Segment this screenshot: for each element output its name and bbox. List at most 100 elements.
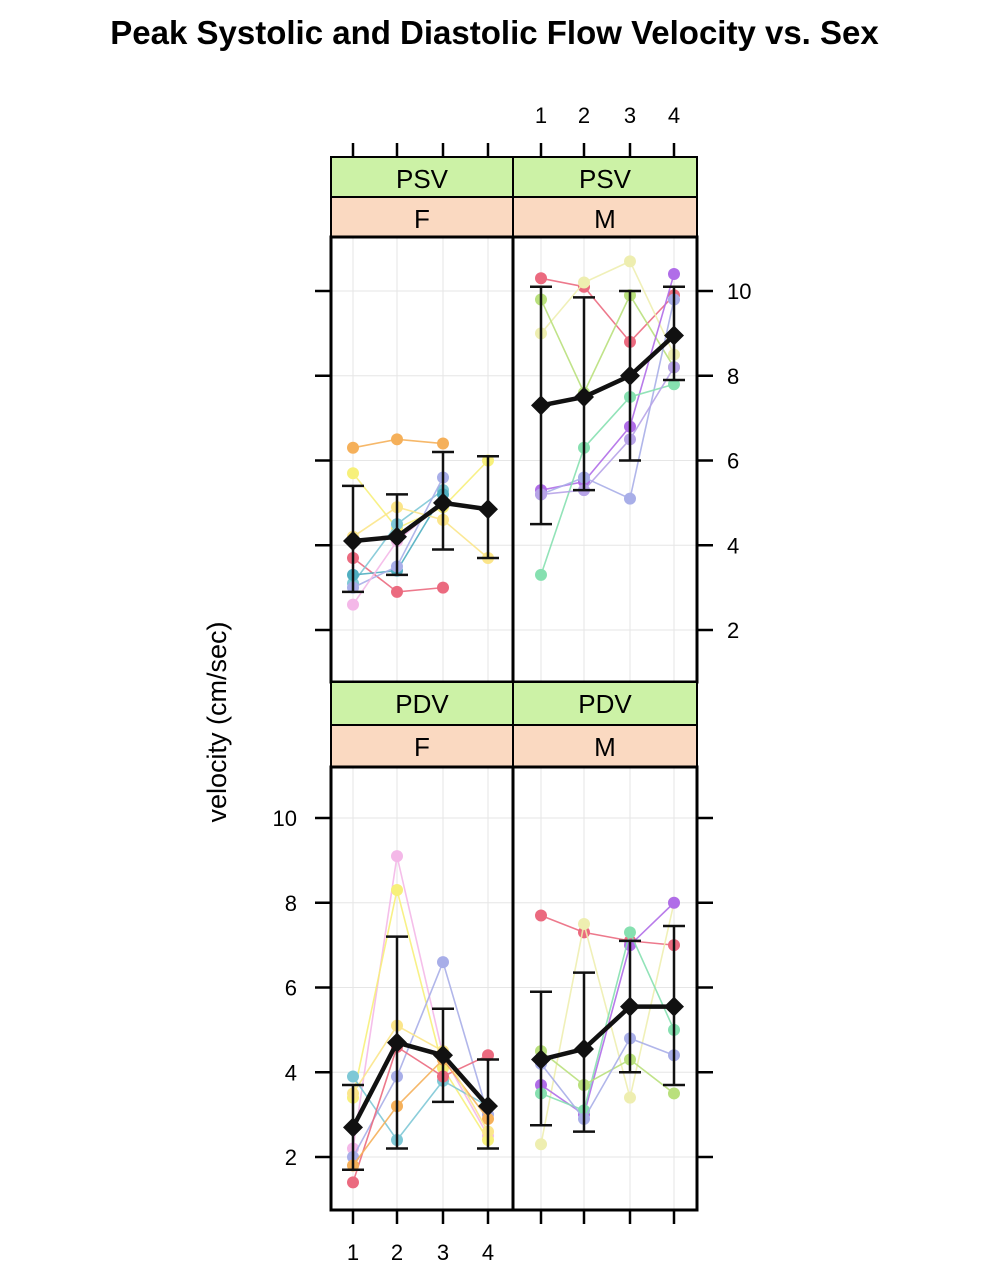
subject-line [540, 260, 675, 355]
mean-marker [574, 386, 594, 407]
subject-point [535, 909, 547, 922]
mean-marker [343, 531, 363, 552]
subject-line [352, 889, 489, 1141]
subject-line [352, 1024, 489, 1132]
subject-line [352, 1076, 489, 1142]
mean-marker [620, 365, 640, 386]
strip-measure-label: PDV [578, 689, 632, 719]
mean-line [352, 500, 489, 544]
strip-sex-label: M [594, 732, 616, 762]
subject-line [540, 293, 675, 395]
x-tick-label-bottom: 3 [437, 1240, 449, 1265]
x-tick-label-bottom: 1 [347, 1240, 359, 1265]
strip-sex-bg [512, 724, 698, 768]
subject-point [347, 467, 359, 480]
y-axis-label-group: velocity (cm/sec) [202, 621, 232, 822]
x-tick-label-top: 2 [578, 103, 590, 128]
subject-point [391, 850, 403, 863]
mean-marker [478, 1096, 498, 1117]
mean-marker [531, 395, 551, 416]
subject-line [352, 1045, 489, 1183]
strip-sex-bg [512, 196, 698, 238]
y-tick-label-left: 8 [285, 891, 297, 916]
mean-marker [387, 526, 407, 547]
chart-title: Peak Systolic and Diastolic Flow Velocit… [110, 14, 879, 51]
x-tick-label-top: 3 [624, 103, 636, 128]
subject-point [624, 1091, 636, 1104]
subject-point [347, 1176, 359, 1189]
subject-point [347, 441, 359, 454]
strip-measure-label: PDV [395, 689, 449, 719]
strip-measure-label: PSV [396, 164, 449, 194]
subject-line [540, 299, 675, 500]
mean-marker [531, 1049, 551, 1070]
x-tick-label-bottom: 2 [391, 1240, 403, 1265]
y-tick-label-left: 10 [273, 806, 297, 831]
strip-measure-label: PSV [579, 164, 632, 194]
subject-line [352, 1058, 489, 1166]
y-tick-label-left: 4 [285, 1060, 297, 1085]
strip-measure-bg [330, 156, 514, 198]
subject-point [347, 1070, 359, 1083]
y-tick-label-right: 2 [727, 618, 739, 643]
strip-sex-label: F [414, 732, 430, 762]
panel-pdv-f: PDV F 1 2 3 4 2 4 6 8 10 [273, 681, 515, 1265]
subject-point [437, 581, 449, 594]
mean-marker [574, 1038, 594, 1059]
subject-line [540, 902, 675, 1145]
subject-line [540, 1050, 675, 1095]
mean-marker [664, 325, 684, 346]
subject-point [535, 272, 547, 285]
mean-marker [387, 1032, 407, 1053]
strip-sex-label: M [594, 204, 616, 234]
y-tick-label-right: 8 [727, 364, 739, 389]
subject-point [578, 276, 590, 289]
subject-point [624, 255, 636, 268]
strip-sex-bg [330, 196, 514, 238]
subject-point [437, 437, 449, 450]
x-tick-label-bottom: 4 [482, 1240, 494, 1265]
subject-line [540, 366, 675, 496]
subject-line [540, 277, 675, 344]
subject-line [540, 914, 675, 946]
subject-point [624, 926, 636, 939]
panel-pdv-m: PDV M [511, 681, 713, 1224]
subject-point [347, 598, 359, 611]
y-tick-label-right: 6 [727, 449, 739, 474]
mean-line [351, 1039, 490, 1129]
y-axis-label: velocity (cm/sec) [202, 621, 232, 822]
subject-point [668, 268, 680, 281]
mean-marker [620, 996, 640, 1017]
mean-marker [433, 492, 453, 513]
panels-layer: PSV F PSV M 1 2 3 4 2 4 6 8 10 PDV F 1 2 3 4 2 4 6 8 10 PDV M [273, 103, 752, 1265]
subject-point [535, 1138, 547, 1151]
y-tick-label-left: 2 [285, 1145, 297, 1170]
subject-line [352, 855, 489, 1149]
subject-line [540, 1037, 675, 1121]
strip-measure-bg [330, 681, 514, 726]
mean-marker [478, 499, 498, 520]
mean-marker [433, 1045, 453, 1066]
subject-point [391, 585, 403, 598]
subject-point [437, 956, 449, 969]
subject-point [391, 433, 403, 446]
y-tick-label-right: 4 [727, 533, 739, 558]
subject-point [535, 568, 547, 581]
mean-marker [343, 1117, 363, 1138]
subject-point [624, 492, 636, 505]
plot-background [513, 767, 697, 1210]
subject-point [668, 1087, 680, 1100]
panel-psv-m: PSV M 1 2 3 4 2 4 6 8 10 [511, 103, 751, 684]
subject-point [668, 896, 680, 909]
mean-line [540, 1004, 674, 1062]
strip-sex-label: F [414, 204, 430, 234]
subject-line [540, 930, 675, 1112]
x-tick-label-top: 4 [668, 103, 680, 128]
subject-line [352, 506, 489, 559]
mean-marker [664, 996, 684, 1017]
panel-psv-f: PSV F [315, 143, 515, 684]
subject-point [391, 884, 403, 897]
mean-line [540, 333, 676, 408]
y-tick-label-right: 10 [727, 279, 751, 304]
